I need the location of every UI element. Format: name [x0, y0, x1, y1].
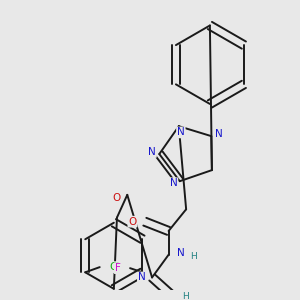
Text: F: F	[115, 263, 121, 273]
Text: O: O	[113, 193, 121, 203]
Text: Cl: Cl	[109, 262, 119, 272]
Text: N: N	[148, 147, 156, 157]
Text: N: N	[177, 248, 185, 258]
Text: N: N	[170, 178, 177, 188]
Text: N: N	[138, 272, 146, 283]
Text: N: N	[215, 129, 222, 139]
Text: N: N	[177, 128, 185, 137]
Text: O: O	[128, 217, 136, 227]
Text: H: H	[182, 292, 188, 300]
Text: H: H	[190, 252, 197, 261]
